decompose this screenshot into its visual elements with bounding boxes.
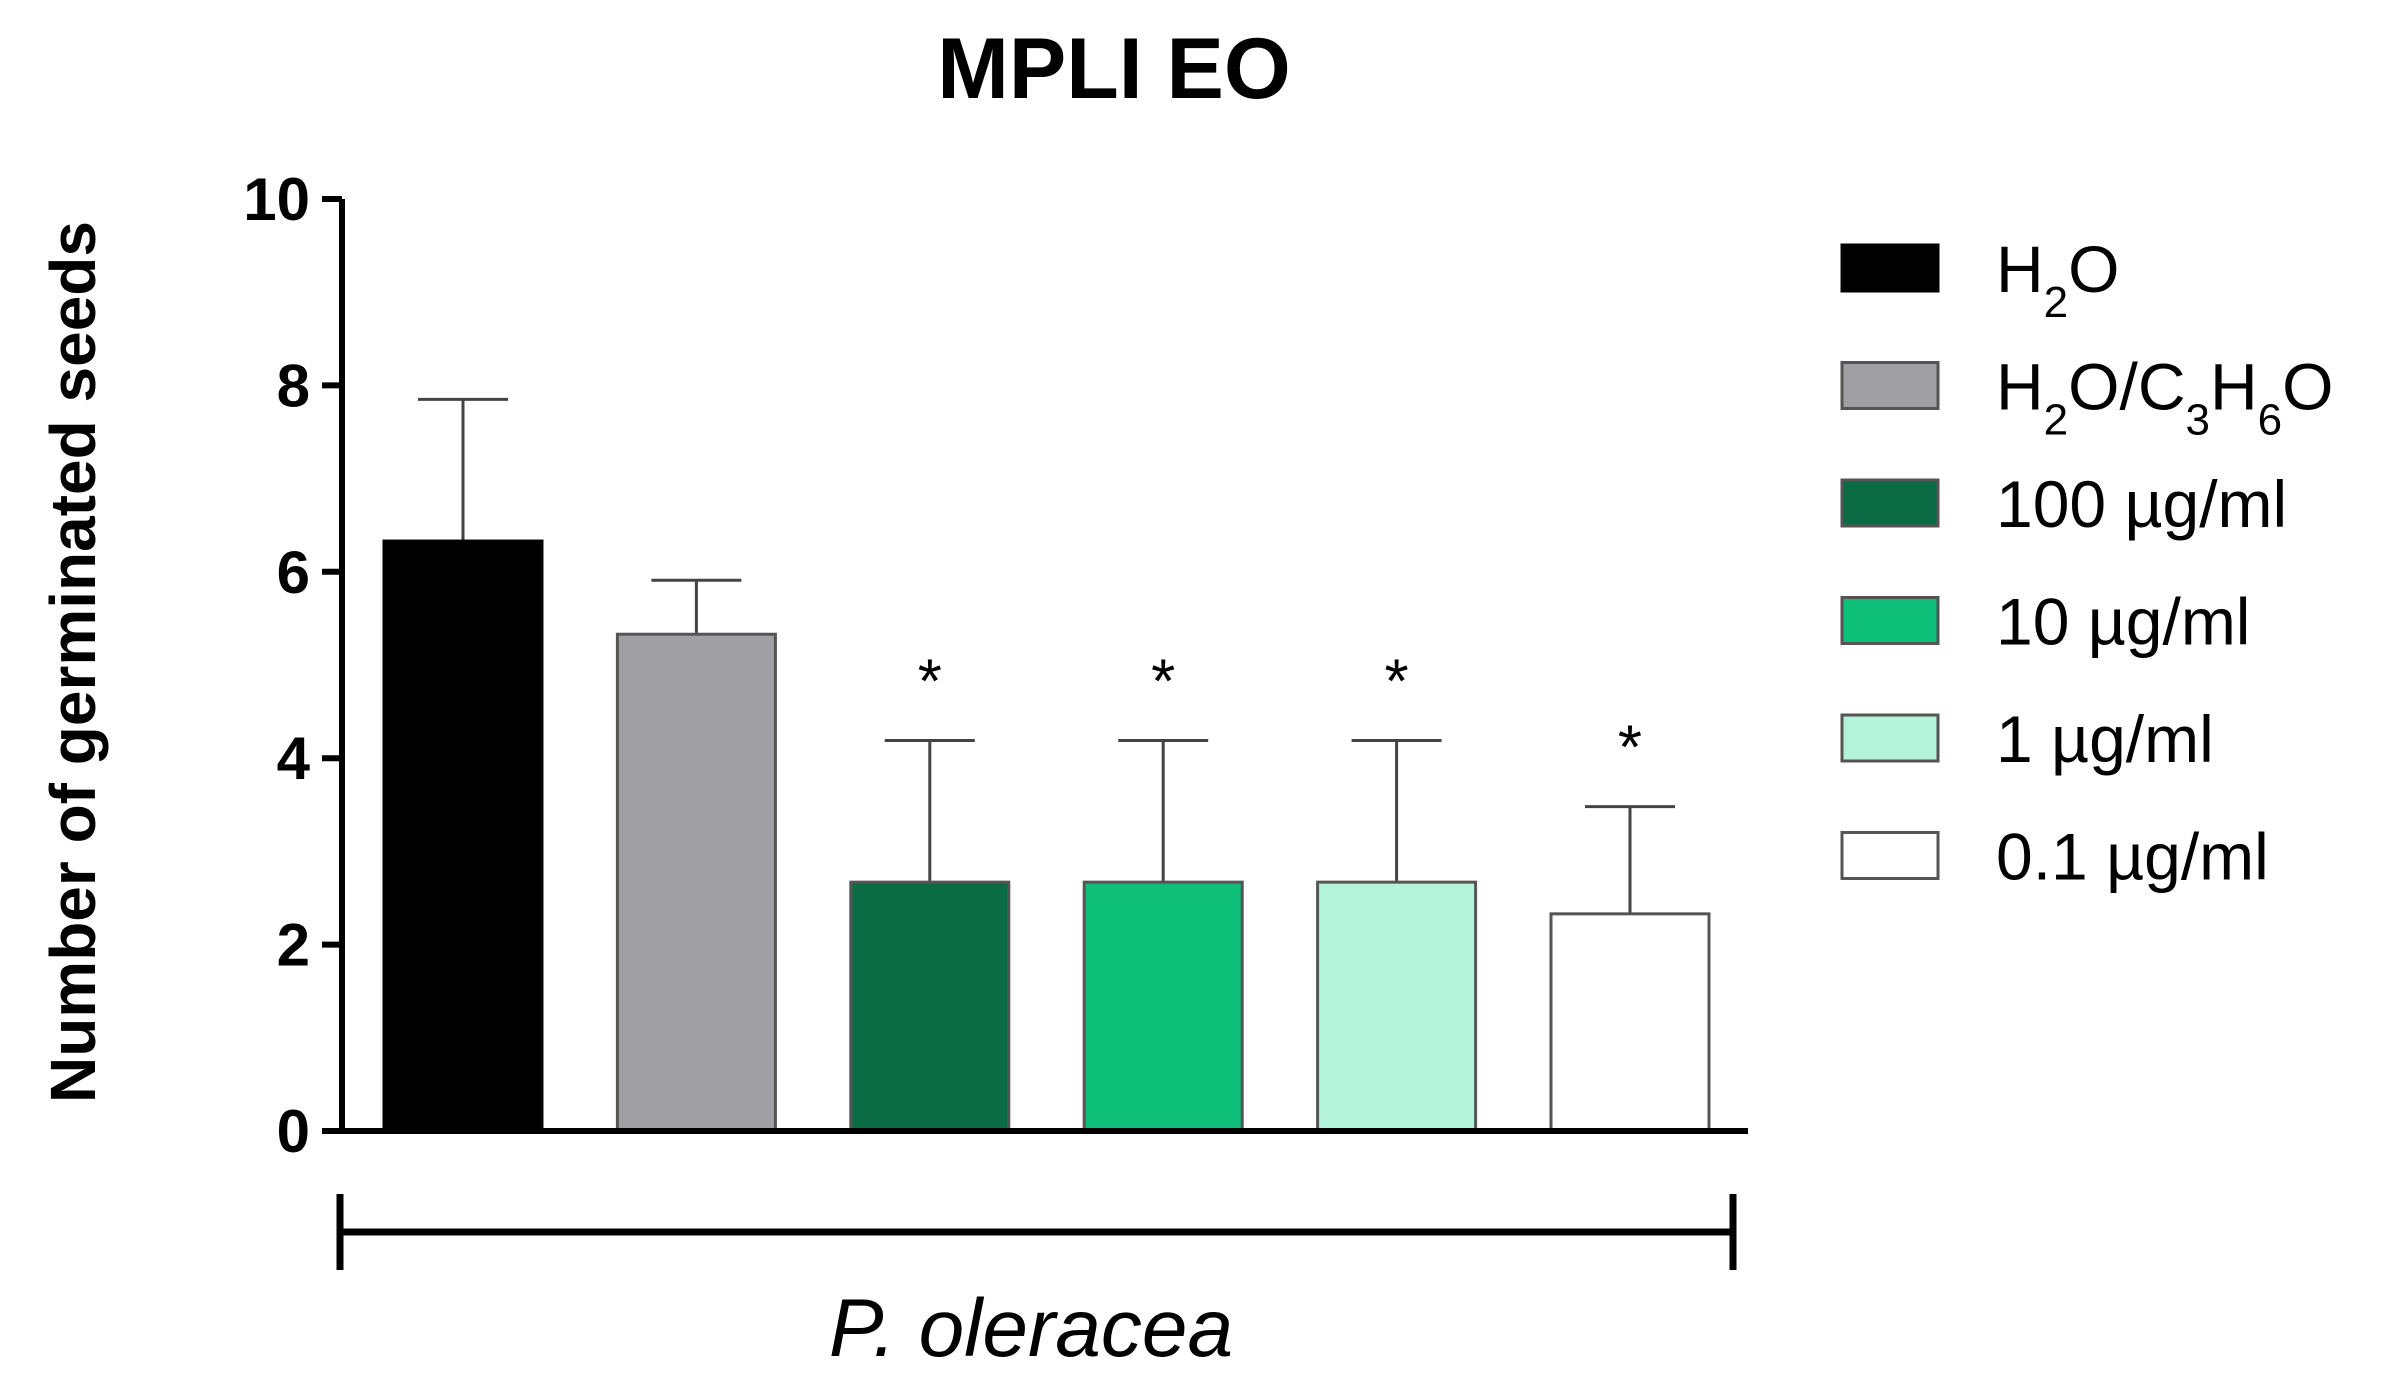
chart-title: MPLI EO [937,21,1291,117]
bar [1082,880,1244,1133]
legend-swatch [1840,478,1940,528]
y-tick-label: 4 [277,725,311,792]
bar [382,539,544,1133]
legend-swatch [1840,713,1940,763]
y-tick-label: 2 [277,912,310,979]
y-tick-label: 8 [277,352,310,419]
significance-marker: * [1385,647,1409,716]
bar [849,880,1011,1133]
legend-label: H2O/C3H6O [1996,350,2333,445]
legend: H2O H2O/C3H6O 100 µg/ml 10 µg/ml 1 µg/ml 0.1 … [1840,232,2333,894]
bar [1549,912,1711,1133]
bar [1316,880,1478,1133]
group-label: P. oleracea [829,1283,1233,1374]
y-tick-label: 0 [277,1098,310,1165]
legend-swatch [1840,831,1940,880]
legend-label: 100 µg/ml [1996,467,2287,541]
plot-area: 0 2 4 6 8 10 * * * * [243,166,1748,1270]
legend-swatch [1840,361,1940,410]
legend-label: 0.1 µg/ml [1996,820,2269,894]
y-tick-label: 6 [277,539,310,606]
y-tick-label: 10 [243,166,310,233]
significance-marker: * [918,647,942,716]
legend-label: 1 µg/ml [1996,702,2214,776]
significance-marker: * [1618,714,1642,783]
legend-label: H2O [1996,232,2120,327]
legend-swatch [1840,596,1940,645]
legend-swatch [1840,243,1940,293]
bar [615,632,777,1133]
y-axis-label: Number of germinated seeds [37,221,109,1103]
legend-label: 10 µg/ml [1996,585,2250,659]
significance-marker: * [1151,647,1175,716]
